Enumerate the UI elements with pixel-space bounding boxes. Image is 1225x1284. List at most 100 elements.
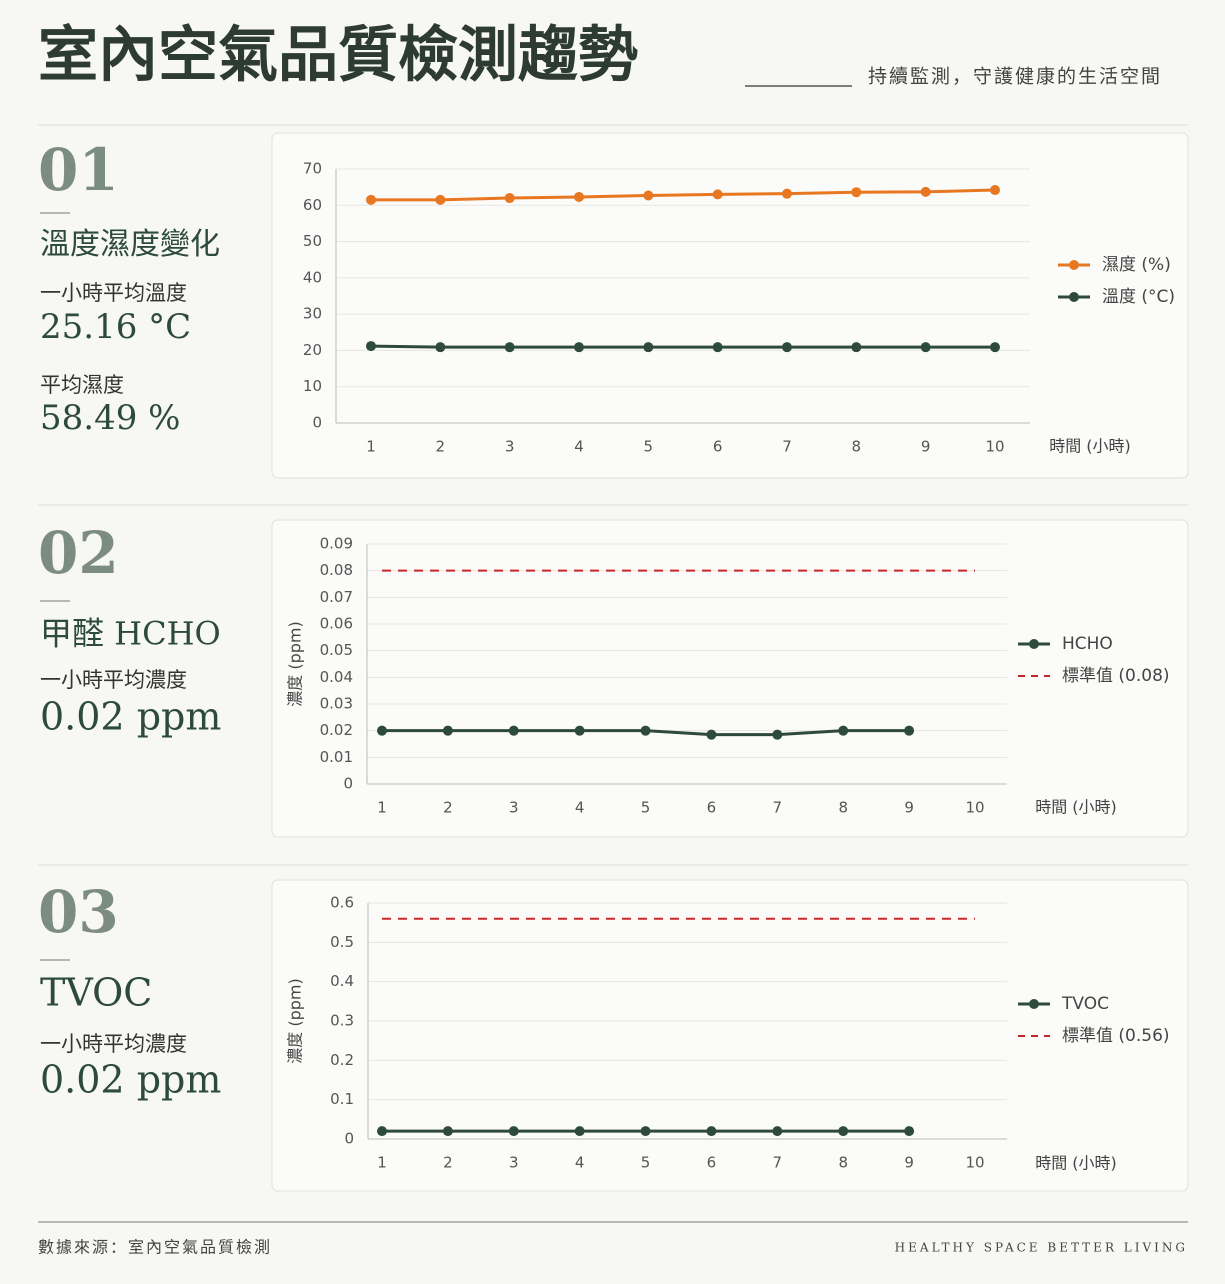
x-axis-label: 時間 (小時) <box>1035 798 1117 817</box>
x-tick-label: 4 <box>574 438 584 456</box>
data-point <box>920 342 931 353</box>
data-point <box>782 188 792 199</box>
data-point <box>712 189 723 200</box>
x-tick-label: 6 <box>713 438 723 456</box>
data-point <box>706 729 717 740</box>
legend-label: 溫度 (°C) <box>1102 287 1175 307</box>
stat-label: 一小時平均溫度 <box>40 281 187 305</box>
chart-card <box>271 519 1189 838</box>
data-point <box>990 185 1000 196</box>
section-number: 01 <box>38 136 119 204</box>
y-axis-label: 濃度 (ppm) <box>286 621 305 706</box>
stat-label: 一小時平均濃度 <box>40 1032 187 1056</box>
y-tick-label: 40 <box>303 268 322 286</box>
data-point <box>712 342 723 353</box>
y-tick-label: 0.07 <box>320 588 353 606</box>
x-tick-label: 5 <box>641 1154 651 1172</box>
y-axis-label: 濃度 (ppm) <box>286 978 305 1063</box>
data-point <box>838 725 849 736</box>
x-tick-label: 7 <box>782 438 792 456</box>
y-tick-label: 70 <box>303 160 322 178</box>
data-point <box>366 194 376 205</box>
y-tick-label: 0.05 <box>320 641 353 659</box>
y-tick-label: 0.06 <box>320 615 353 633</box>
legend-label: HCHO <box>1062 634 1113 654</box>
data-point <box>643 342 654 353</box>
data-point <box>640 725 651 736</box>
legend-label: 濕度 (%) <box>1102 255 1171 275</box>
data-point <box>851 342 862 353</box>
y-tick-label: 0.01 <box>320 748 353 766</box>
data-point <box>643 190 654 201</box>
y-tick-label: 0.3 <box>330 1012 354 1030</box>
x-tick-label: 10 <box>965 1154 984 1172</box>
data-point <box>574 342 584 353</box>
stat-label: 一小時平均濃度 <box>40 668 187 692</box>
data-point <box>640 1126 651 1137</box>
x-tick-label: 10 <box>985 438 1004 456</box>
y-tick-label: 0.09 <box>320 535 353 553</box>
data-point <box>508 725 519 736</box>
x-tick-label: 8 <box>838 1154 848 1172</box>
x-tick-label: 2 <box>443 799 453 817</box>
data-point <box>782 342 792 353</box>
x-tick-label: 9 <box>904 1154 914 1172</box>
y-tick-label: 30 <box>303 305 322 323</box>
data-point <box>442 1126 453 1137</box>
x-tick-label: 10 <box>965 799 984 817</box>
x-tick-label: 6 <box>707 1154 717 1172</box>
series-line <box>371 188 996 202</box>
page-subtitle: 持續監測，守護健康的生活空間 <box>868 66 1162 88</box>
data-point <box>772 729 783 740</box>
y-tick-label: 0.08 <box>320 561 353 579</box>
data-point <box>574 1126 585 1137</box>
section-number: 03 <box>38 878 119 946</box>
section-title: 甲醛 HCHO <box>40 615 221 653</box>
x-tick-label: 3 <box>505 438 515 456</box>
data-point <box>377 1126 387 1137</box>
section-title: 溫度濕度變化 <box>40 227 220 262</box>
data-point <box>504 342 515 353</box>
x-tick-label: 3 <box>509 1154 519 1172</box>
data-point <box>904 1126 915 1137</box>
section-title: TVOC <box>40 971 152 1015</box>
x-tick-label: 5 <box>644 438 654 456</box>
page-title: 室內空氣品質檢測趨勢 <box>38 21 638 91</box>
legend-marker <box>1029 999 1039 1009</box>
chart-card <box>271 132 1189 479</box>
y-tick-label: 0.4 <box>330 972 354 990</box>
y-tick-label: 50 <box>303 232 322 250</box>
legend-label: TVOC <box>1061 994 1109 1014</box>
footer-tagline: HEALTHY SPACE BETTER LIVING <box>895 1241 1188 1255</box>
data-point <box>990 342 1000 353</box>
stat-label: 平均濕度 <box>40 373 124 397</box>
data-point <box>838 1126 849 1137</box>
data-point <box>851 187 862 198</box>
x-tick-label: 6 <box>707 799 717 817</box>
x-tick-label: 4 <box>575 799 585 817</box>
legend-marker <box>1029 639 1039 649</box>
data-point <box>904 725 915 736</box>
data-point <box>435 342 446 353</box>
x-tick-label: 3 <box>509 799 519 817</box>
x-tick-label: 5 <box>641 799 651 817</box>
legend-label: 標準值 (0.56) <box>1062 1026 1170 1046</box>
data-point <box>504 193 515 204</box>
data-point <box>920 186 931 197</box>
data-point <box>377 725 387 736</box>
stat-value: 0.02 ppm <box>40 1058 221 1102</box>
y-tick-label: 60 <box>303 196 322 214</box>
x-tick-label: 7 <box>773 1154 783 1172</box>
x-axis-label: 時間 (小時) <box>1035 1154 1117 1173</box>
footer-source: 數據來源：室內空氣品質檢測 <box>38 1238 272 1257</box>
x-tick-label: 9 <box>904 799 914 817</box>
chart-card <box>271 879 1189 1192</box>
y-tick-label: 0 <box>344 1130 354 1148</box>
stat-value: 58.49 % <box>40 398 180 438</box>
y-tick-label: 20 <box>303 341 322 359</box>
y-tick-label: 0 <box>312 414 322 432</box>
y-tick-label: 0.6 <box>330 894 354 912</box>
y-tick-label: 0.5 <box>330 933 354 951</box>
x-tick-label: 9 <box>921 438 931 456</box>
